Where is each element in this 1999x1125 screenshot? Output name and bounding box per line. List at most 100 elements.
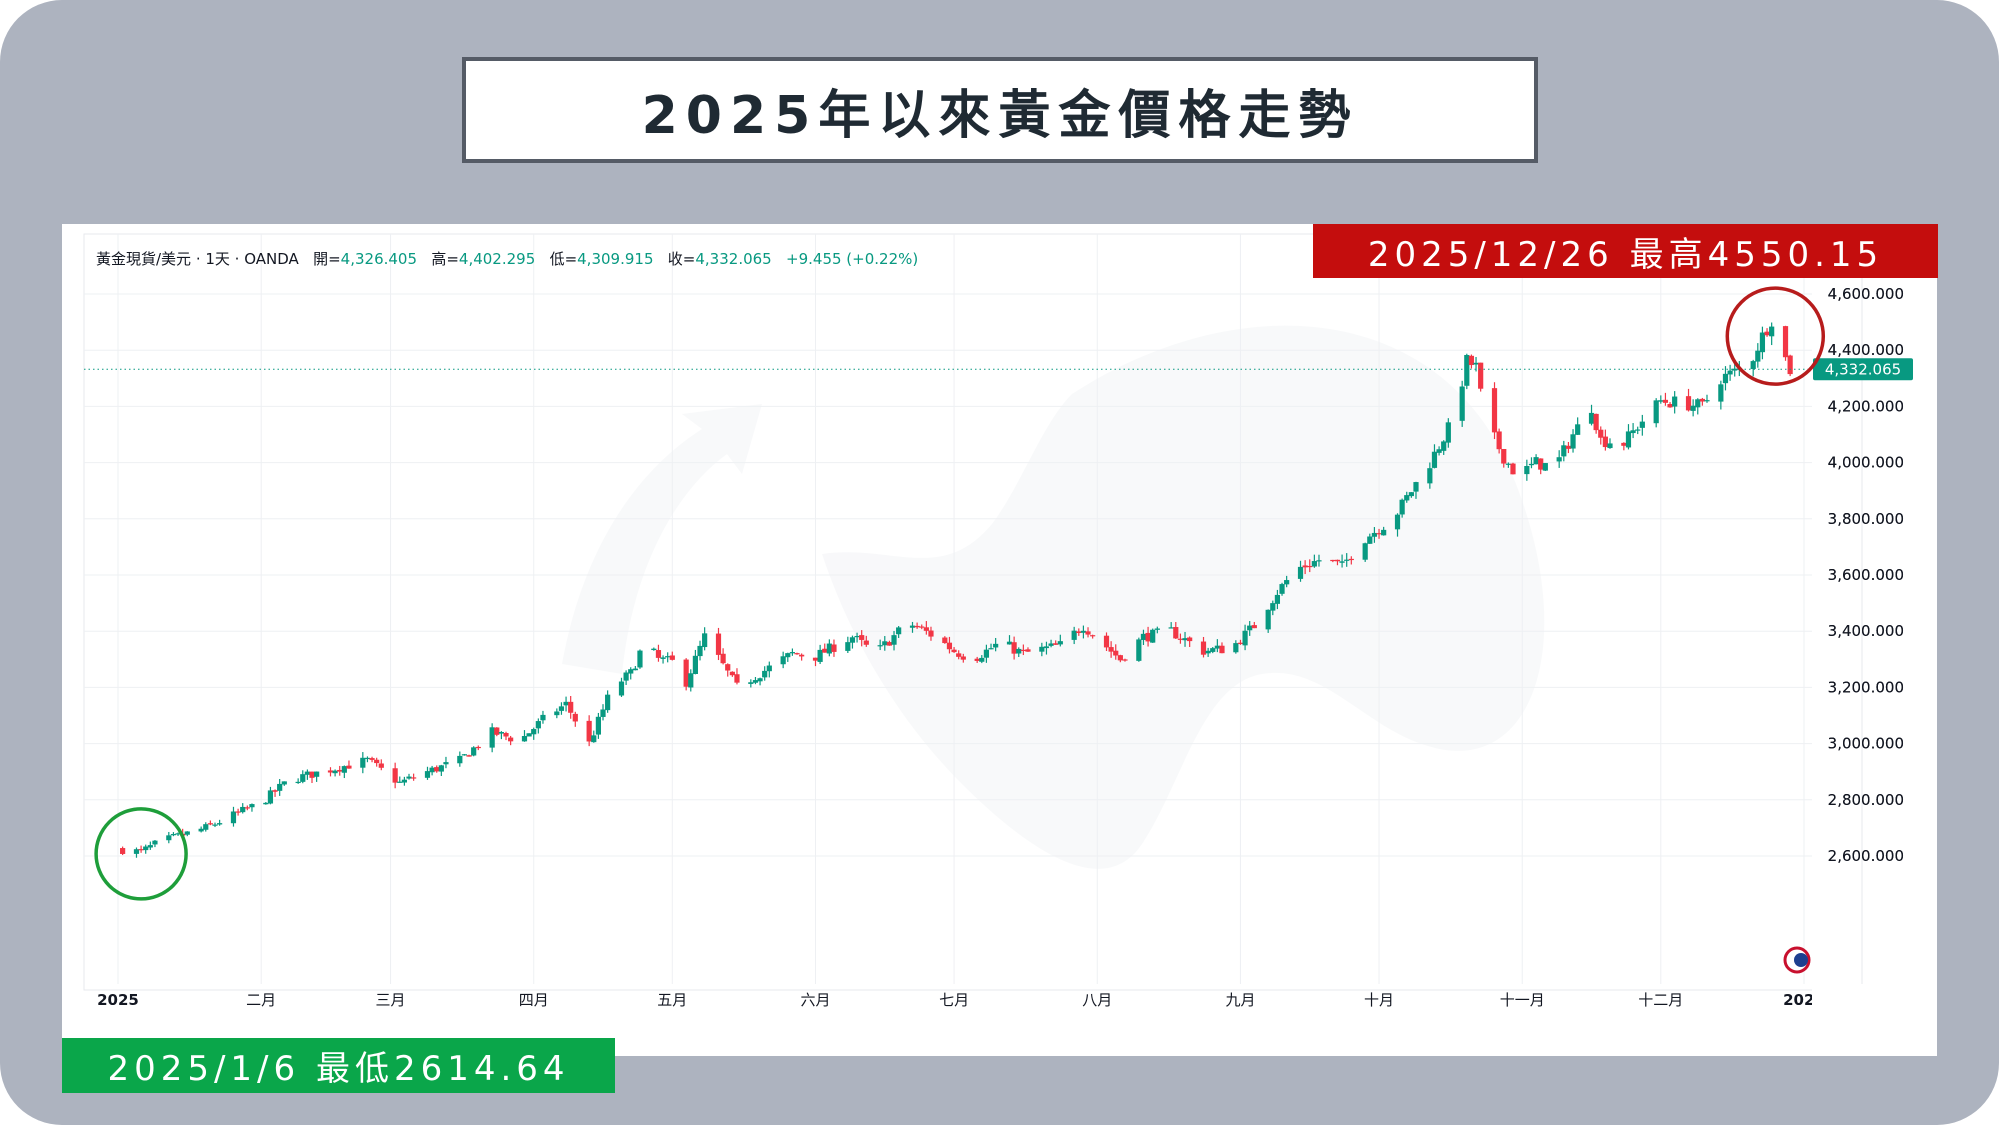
candle bbox=[845, 636, 851, 654]
candle-body bbox=[1533, 457, 1539, 465]
y-tick-label: 3,000.000 bbox=[1828, 735, 1904, 753]
close-label: 收= bbox=[667, 250, 696, 268]
candle-body bbox=[1168, 627, 1174, 629]
axis-mask bbox=[1812, 984, 1937, 1024]
candle-body bbox=[974, 658, 980, 661]
candle-body bbox=[1233, 643, 1239, 653]
candle-body bbox=[1496, 431, 1502, 450]
candle bbox=[600, 704, 606, 721]
x-tick-label: 三月 bbox=[376, 991, 406, 1009]
high-label: 高= bbox=[431, 250, 459, 268]
candle bbox=[1297, 560, 1304, 582]
candle bbox=[563, 696, 569, 712]
candle bbox=[1247, 621, 1253, 636]
candle bbox=[1270, 600, 1276, 616]
candle bbox=[729, 671, 735, 677]
change-value: +9.455 (+0.22%) bbox=[786, 250, 919, 268]
candle-body bbox=[628, 669, 634, 674]
candle-body bbox=[1630, 430, 1636, 434]
candle-body bbox=[688, 673, 694, 688]
candle bbox=[1639, 414, 1645, 436]
candle bbox=[979, 655, 985, 664]
candle bbox=[928, 626, 934, 641]
candle bbox=[1769, 322, 1775, 346]
candle bbox=[1431, 444, 1438, 469]
candle bbox=[1685, 388, 1692, 412]
candle-body bbox=[489, 727, 495, 748]
candle bbox=[877, 639, 883, 651]
candle bbox=[1727, 364, 1733, 381]
y-tick-label: 4,200.000 bbox=[1828, 397, 1904, 415]
candle bbox=[1501, 448, 1507, 468]
candle-body bbox=[1722, 373, 1729, 384]
candle bbox=[230, 806, 237, 827]
high-value: 4,402.295 bbox=[458, 250, 536, 268]
candle bbox=[170, 832, 177, 837]
candle bbox=[1732, 363, 1738, 377]
candle-body bbox=[1704, 400, 1710, 402]
candle-body bbox=[1538, 458, 1544, 470]
candle-body bbox=[859, 635, 865, 640]
candle bbox=[152, 840, 158, 848]
candle bbox=[655, 644, 662, 662]
candle-body bbox=[1404, 495, 1410, 501]
candle bbox=[429, 765, 435, 776]
candle-body bbox=[1459, 386, 1465, 421]
candle bbox=[374, 757, 380, 767]
candle-body bbox=[951, 649, 957, 653]
price-chart[interactable]: 2,600.000 2,800.000 3,000.000 3,200.000 3,40… bbox=[62, 224, 1937, 1056]
x-tick-label: 二月 bbox=[246, 991, 276, 1009]
y-tick-label-overlay: 4,600.000 bbox=[1828, 285, 1904, 303]
candle-body bbox=[766, 665, 772, 672]
candle-body bbox=[508, 737, 514, 742]
candle bbox=[531, 727, 537, 740]
candle bbox=[1468, 354, 1475, 369]
open-value: 4,326.405 bbox=[340, 250, 418, 268]
candle-body bbox=[1769, 326, 1775, 337]
candle bbox=[1371, 527, 1378, 543]
candle-body bbox=[1639, 421, 1645, 428]
candle bbox=[461, 753, 468, 756]
candle-body bbox=[1016, 648, 1022, 654]
candle bbox=[896, 626, 902, 638]
candle-body bbox=[896, 627, 902, 635]
candle-body bbox=[170, 834, 177, 836]
candle bbox=[826, 639, 832, 657]
candle-body bbox=[424, 771, 431, 778]
candle bbox=[1570, 429, 1576, 453]
candle bbox=[1344, 553, 1350, 567]
candle-body bbox=[120, 848, 126, 854]
high-annotation-text: 2025/12/26 最高4550.15 bbox=[1367, 234, 1884, 275]
candle bbox=[1233, 640, 1239, 654]
candle bbox=[1658, 395, 1664, 404]
x-tick-label: 十一月 bbox=[1500, 991, 1545, 1009]
candle-body bbox=[817, 649, 823, 662]
candle-body bbox=[300, 774, 306, 782]
candle bbox=[1251, 621, 1257, 629]
candle-body bbox=[401, 779, 407, 783]
candle bbox=[1690, 399, 1696, 417]
candle-body bbox=[734, 674, 740, 683]
candle bbox=[960, 653, 966, 663]
candle bbox=[212, 822, 218, 828]
candle-body bbox=[244, 807, 250, 809]
candle-body bbox=[669, 655, 675, 660]
candle bbox=[1427, 462, 1433, 489]
candle-body bbox=[1699, 398, 1705, 402]
candle bbox=[983, 644, 990, 663]
candle bbox=[1057, 634, 1063, 647]
candle bbox=[1302, 560, 1308, 575]
candle bbox=[1625, 424, 1632, 450]
candle-body bbox=[360, 757, 366, 768]
candle bbox=[1528, 457, 1535, 469]
candle bbox=[1607, 438, 1613, 449]
candle-body bbox=[475, 746, 481, 749]
candle bbox=[304, 769, 310, 780]
candle-body bbox=[923, 627, 929, 631]
candle bbox=[143, 844, 149, 854]
candle bbox=[281, 781, 287, 786]
candle bbox=[147, 841, 153, 850]
candle bbox=[535, 718, 541, 734]
candle-body bbox=[1080, 630, 1087, 633]
candle bbox=[1307, 559, 1313, 573]
